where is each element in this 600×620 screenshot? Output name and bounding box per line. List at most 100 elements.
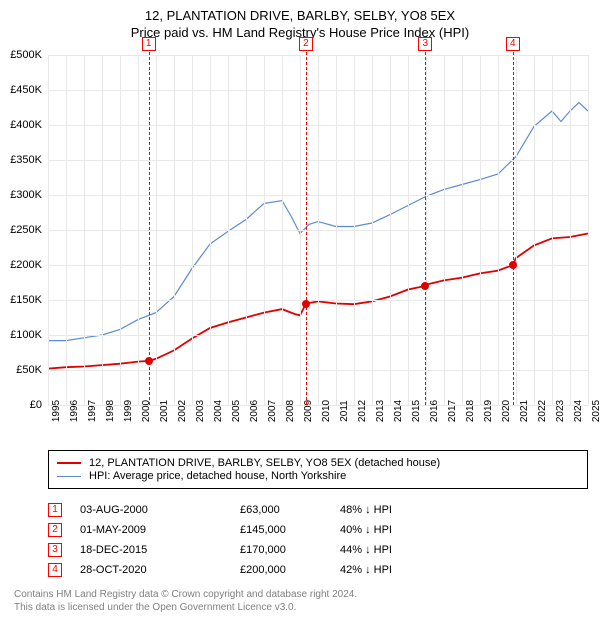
footer-line-2: This data is licensed under the Open Gov… [14,601,357,614]
sale-marker-line [306,37,307,405]
legend-row: HPI: Average price, detached house, Nort… [57,470,579,482]
x-axis-tick-label: 2023 [555,400,566,422]
x-axis-tick-label: 2003 [195,400,206,422]
sales-row-price: £200,000 [240,564,340,576]
x-axis-tick-label: 2024 [573,400,584,422]
x-axis-tick-label: 2001 [159,400,170,422]
gridline-vertical [192,55,193,405]
gridline-vertical [516,55,517,405]
gridline-vertical [570,55,571,405]
chart-title-block: 12, PLANTATION DRIVE, BARLBY, SELBY, YO8… [0,0,600,40]
y-axis-tick-label: £300K [0,189,42,201]
sales-row-price: £145,000 [240,524,340,536]
x-axis-tick-label: 2005 [231,400,242,422]
gridline-vertical [282,55,283,405]
x-axis-tick-label: 1995 [51,400,62,422]
sale-point-dot [509,261,517,269]
sale-point-dot [302,300,310,308]
legend-label: 12, PLANTATION DRIVE, BARLBY, SELBY, YO8… [89,457,440,469]
x-axis-tick-label: 2021 [519,400,530,422]
title-line-1: 12, PLANTATION DRIVE, BARLBY, SELBY, YO8… [0,8,600,23]
sale-marker-line [513,37,514,405]
x-axis-tick-label: 1998 [105,400,116,422]
y-axis-tick-label: £200K [0,259,42,271]
gridline-vertical [390,55,391,405]
legend-row: 12, PLANTATION DRIVE, BARLBY, SELBY, YO8… [57,457,579,469]
gridline-vertical [318,55,319,405]
gridline-vertical [354,55,355,405]
x-axis-tick-label: 1999 [123,400,134,422]
gridline-vertical [156,55,157,405]
x-axis-tick-label: 2011 [339,400,350,422]
sales-row-diff: 40% ↓ HPI [340,524,460,536]
sale-marker-line [425,37,426,405]
y-axis-tick-label: £150K [0,294,42,306]
x-axis-tick-label: 2016 [429,400,440,422]
gridline-vertical [300,55,301,405]
gridline-vertical [246,55,247,405]
gridline-vertical [138,55,139,405]
footer-line-1: Contains HM Land Registry data © Crown c… [14,588,357,601]
gridline-vertical [408,55,409,405]
sales-row-marker: 3 [48,543,62,557]
x-axis-tick-label: 1996 [69,400,80,422]
gridline-vertical [372,55,373,405]
y-axis-tick-label: £500K [0,49,42,61]
chart-legend: 12, PLANTATION DRIVE, BARLBY, SELBY, YO8… [48,450,588,489]
x-axis-tick-label: 2007 [267,400,278,422]
y-axis-tick-label: £450K [0,84,42,96]
gridline-vertical [552,55,553,405]
sale-point-dot [145,357,153,365]
x-axis-tick-label: 2025 [591,400,600,422]
sale-point-dot [421,282,429,290]
gridline-vertical [84,55,85,405]
x-axis-tick-label: 2010 [321,400,332,422]
x-axis-tick-label: 2022 [537,400,548,422]
gridline-vertical [120,55,121,405]
y-axis-tick-label: £250K [0,224,42,236]
x-axis-tick-label: 2002 [177,400,188,422]
legend-swatch [57,462,81,464]
x-axis-tick-label: 2000 [141,400,152,422]
y-axis-tick-label: £0 [0,399,42,411]
x-axis-tick-label: 2020 [501,400,512,422]
x-axis-tick-label: 2015 [411,400,422,422]
sales-row-marker: 2 [48,523,62,537]
gridline-vertical [444,55,445,405]
sales-row-price: £63,000 [240,504,340,516]
sales-row-date: 01-MAY-2009 [80,524,240,536]
sale-marker-box: 4 [506,37,520,51]
sales-row-date: 28-OCT-2020 [80,564,240,576]
chart-plot-area: £0£50K£100K£150K£200K£250K£300K£350K£400… [48,55,588,405]
sales-table-row: 103-AUG-2000£63,00048% ↓ HPI [48,500,588,520]
gridline-vertical [210,55,211,405]
sales-table-row: 2 01-MAY-2009£145,00040% ↓ HPI [48,520,588,540]
gridline-vertical [462,55,463,405]
x-axis-tick-label: 2004 [213,400,224,422]
x-axis-tick-label: 2017 [447,400,458,422]
sales-row-price: £170,000 [240,544,340,556]
gridline-vertical [66,55,67,405]
gridline-vertical [102,55,103,405]
sale-marker-line [149,37,150,405]
gridline-vertical [48,55,49,405]
gridline-vertical [228,55,229,405]
y-axis-tick-label: £50K [0,364,42,376]
sales-row-diff: 42% ↓ HPI [340,564,460,576]
sales-table-row: 318-DEC-2015£170,00044% ↓ HPI [48,540,588,560]
gridline-vertical [264,55,265,405]
gridline-vertical [588,55,589,405]
y-axis-tick-label: £400K [0,119,42,131]
sales-table-row: 428-OCT-2020£200,00042% ↓ HPI [48,560,588,580]
x-axis-tick-label: 2018 [465,400,476,422]
sales-row-marker: 1 [48,503,62,517]
x-axis-tick-label: 2009 [303,400,314,422]
sales-row-date: 18-DEC-2015 [80,544,240,556]
sales-row-date: 03-AUG-2000 [80,504,240,516]
sales-table: 103-AUG-2000£63,00048% ↓ HPI201-MAY-2009… [48,500,588,580]
x-axis-tick-label: 2012 [357,400,368,422]
gridline-vertical [498,55,499,405]
y-axis-tick-label: £100K [0,329,42,341]
legend-label: HPI: Average price, detached house, Nort… [89,470,346,482]
x-axis-tick-label: 2019 [483,400,494,422]
